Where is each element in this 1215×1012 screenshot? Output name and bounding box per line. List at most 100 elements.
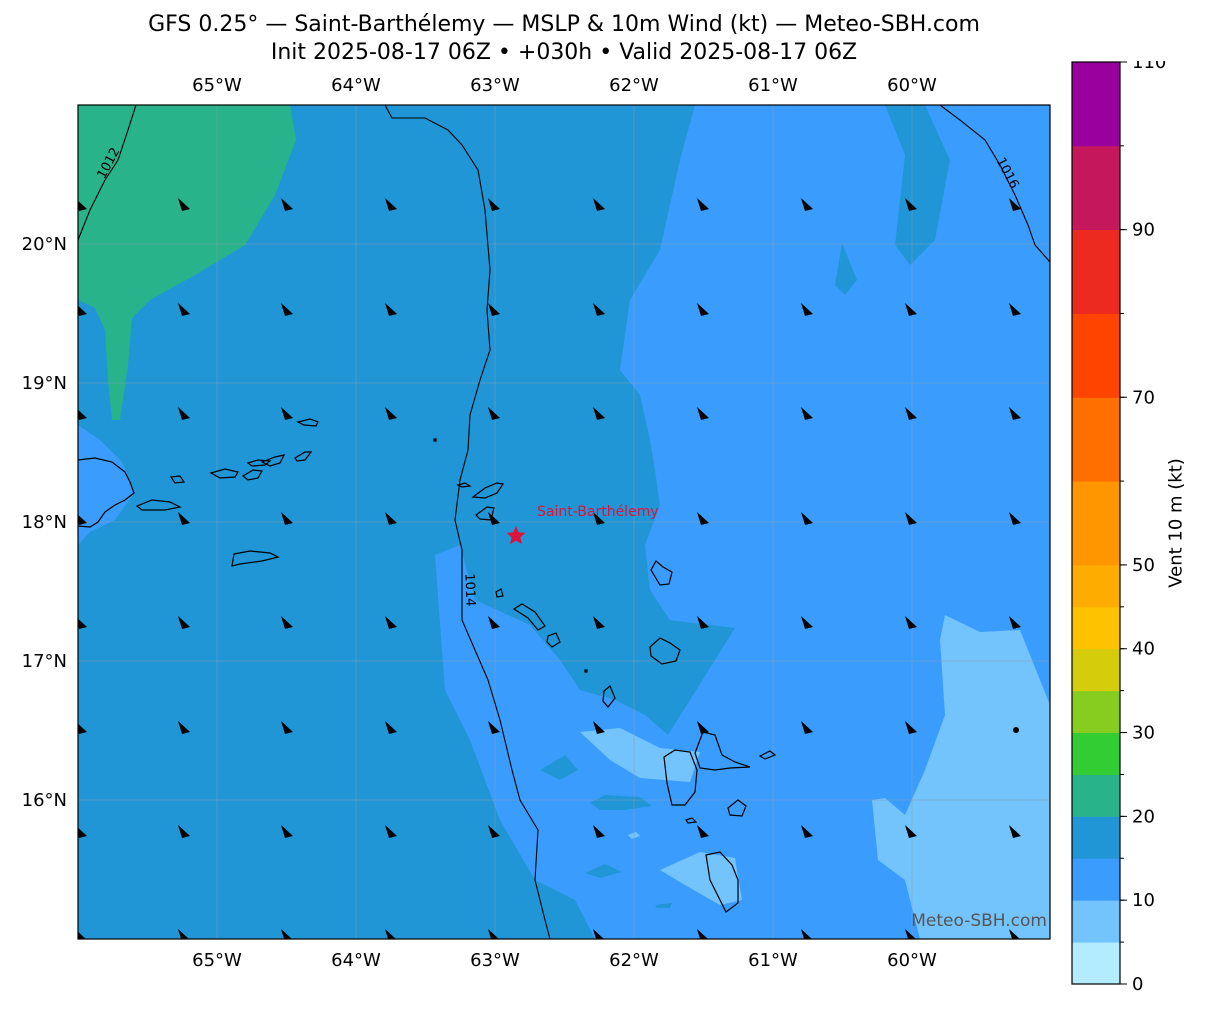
wind-barb-icon xyxy=(801,407,813,420)
wind-barb-icon xyxy=(697,407,709,420)
coastline-tortola xyxy=(246,459,272,467)
colorbar-band xyxy=(1072,397,1120,482)
wind-barb-icon xyxy=(488,303,500,316)
wind-barb-icon xyxy=(905,721,917,734)
wind-field-15-20kt-south-4 xyxy=(655,903,672,908)
wind-barb-icon xyxy=(1009,616,1021,629)
wind-barb-icon xyxy=(385,929,396,939)
isobar-1012-line xyxy=(78,105,137,241)
wind-barb-icon xyxy=(488,616,500,629)
wind-barb-icon xyxy=(178,198,190,211)
wind-barb-icon xyxy=(905,198,917,211)
colorbar-band xyxy=(1072,229,1120,314)
wind-barb-icon xyxy=(488,407,500,420)
wind-barb-icon xyxy=(178,616,190,629)
wind-barb-icon xyxy=(1009,407,1021,420)
lon-labels-top: 65°W 64°W 63°W 62°W 61°W 60°W xyxy=(192,75,937,96)
wind-barb-icon xyxy=(593,825,605,838)
wind-barb-icon xyxy=(281,825,293,838)
lon-label-bottom: 61°W xyxy=(748,950,798,971)
isobar-1014-line xyxy=(384,105,551,939)
wind-field-15-20kt-south-1 xyxy=(540,755,578,780)
coastline-anegada xyxy=(296,418,319,427)
wind-barb-icon xyxy=(1009,825,1021,838)
wind-barb-icon xyxy=(593,929,604,939)
wind-field-15-20kt-south-2 xyxy=(590,795,652,810)
wind-barbs xyxy=(78,198,1021,939)
lat-label-left: 18°N xyxy=(22,512,67,533)
wind-barb-icon xyxy=(385,616,397,629)
lon-label-bottom: 63°W xyxy=(470,950,520,971)
colorbar-tick-label: 10 xyxy=(1132,890,1155,911)
colorbar-tick-label: 40 xyxy=(1132,639,1155,660)
colorbar-band xyxy=(1072,145,1120,231)
lon-label-bottom: 65°W xyxy=(192,950,242,971)
wind-barb-icon xyxy=(78,827,87,838)
colorbar-tick-label: 110 xyxy=(1132,61,1166,73)
wind-barb-icon xyxy=(697,198,709,211)
wind-barb-icon xyxy=(78,723,87,734)
wind-barb-icon xyxy=(281,929,292,939)
wind-barb-icon xyxy=(385,825,397,838)
wind-barb-icon xyxy=(697,512,709,525)
coastline-les-saintes xyxy=(685,817,698,824)
wind-field-5-10kt-dot xyxy=(628,832,640,839)
wind-barb-icon xyxy=(281,616,293,629)
colorbar-tick-label: 50 xyxy=(1132,555,1155,576)
isobar-label-1014: 1014 xyxy=(461,573,477,607)
coastline-guadeloupe xyxy=(663,731,751,806)
wind-barb-icon xyxy=(178,929,189,939)
wind-barb-icon xyxy=(593,721,605,734)
coastline-saba xyxy=(495,588,504,598)
wind-barb-icon xyxy=(178,512,190,525)
chart-title: GFS 0.25° — Saint-Barthélemy — MSLP & 10… xyxy=(148,12,980,37)
coastline-redonda xyxy=(584,669,588,673)
wind-barb-icon xyxy=(593,512,605,525)
wind-barb-icon xyxy=(178,825,190,838)
coastline-st-thomas xyxy=(209,468,239,479)
coastline-nevis xyxy=(546,632,561,648)
lon-label-top: 65°W xyxy=(192,75,242,96)
coastline-barbuda xyxy=(650,560,673,586)
wind-field-5-10kt-east xyxy=(872,615,1050,939)
wind-barb-icon xyxy=(697,929,708,939)
colorbar-band xyxy=(1072,564,1120,608)
colorbar-band xyxy=(1072,942,1120,985)
wind-barb-icon xyxy=(178,721,190,734)
wind-field-15-20kt-patch xyxy=(835,243,857,295)
lon-label-top: 62°W xyxy=(609,75,659,96)
colorbar-band xyxy=(1072,816,1120,859)
wind-map: 1012 1014 1016 Saint-Barthélemy 65°W 64°… xyxy=(22,75,1051,971)
lat-label-left: 19°N xyxy=(22,373,67,394)
colorbar-frame xyxy=(1071,61,1121,985)
colorbar-tick-label: 0 xyxy=(1132,974,1143,995)
star-icon xyxy=(506,526,526,545)
wind-barb-icon xyxy=(697,825,709,838)
wind-barb-icon xyxy=(593,407,605,420)
wind-barb-icon xyxy=(78,200,87,211)
coastline-anguilla xyxy=(456,482,472,488)
wind-barb-icon xyxy=(488,929,499,939)
wind-barb-icon xyxy=(281,407,293,420)
lon-label-top: 61°W xyxy=(748,75,798,96)
coastline-sombrero xyxy=(433,438,437,442)
colorbar-band xyxy=(1072,606,1120,650)
coastline-st-croix xyxy=(231,550,280,567)
coastline-virgin-gorda xyxy=(260,454,286,467)
lon-label-top: 60°W xyxy=(887,75,937,96)
lat-label-left: 17°N xyxy=(22,651,67,672)
wind-barb-icon xyxy=(905,616,917,629)
location-marker: Saint-Barthélemy xyxy=(506,504,659,545)
colorbar: 0 10 20 30 40 50 70 90 110 xyxy=(1071,61,1166,995)
colorbar-band xyxy=(1072,858,1120,901)
coastline-vieques xyxy=(135,499,182,511)
wind-barb-icon xyxy=(697,721,709,734)
wind-barb-icon xyxy=(488,721,500,734)
wind-barb-icon xyxy=(593,198,605,211)
wind-barb-icon xyxy=(905,407,917,420)
wind-field-10-15kt-west xyxy=(78,425,135,545)
wind-barb-icon xyxy=(385,198,397,211)
coastline-st-martin xyxy=(471,482,505,499)
wind-barb-icon xyxy=(488,825,500,838)
coastline-marie-galante xyxy=(727,799,747,817)
